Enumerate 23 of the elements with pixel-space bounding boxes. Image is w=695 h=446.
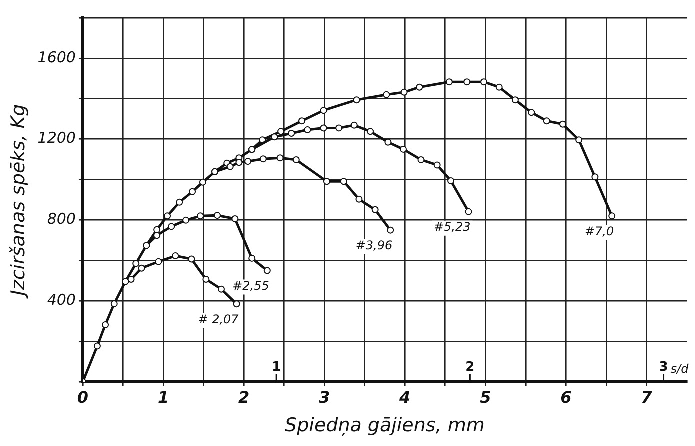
x2-tick-label: 3: [659, 360, 668, 375]
y-axis-title: Jzciršanas spēks, Kg: [7, 104, 30, 300]
x2-tick-label: 2: [466, 360, 475, 375]
x-tick-label: 2: [238, 388, 250, 407]
x-tick-label: 0: [77, 388, 89, 407]
y-tick-label: 400: [47, 291, 76, 309]
x-tick-label: 4: [398, 388, 411, 407]
series-label: # 2,07: [198, 312, 240, 326]
x-tick-label: 6: [560, 388, 572, 407]
series-label: #3,96: [356, 238, 393, 252]
x-tick-label: 5: [480, 388, 492, 407]
x-tick-label: 3: [319, 388, 330, 407]
x-tick-label: 1: [158, 388, 170, 407]
series-label: #7,0: [584, 224, 614, 238]
y-tick-label: 1200: [38, 129, 76, 148]
series-label: #2,55: [232, 278, 270, 293]
x2-axis-title: s/d: [670, 362, 690, 376]
y-tick-label: 1600: [38, 48, 76, 66]
series-label: #5,23: [434, 220, 471, 234]
x-axis-title: Spiedņa gājiens, mm: [285, 414, 485, 437]
x2-tick-label: 1: [272, 360, 282, 375]
x-tick-label: 7: [641, 388, 654, 407]
y-tick-label: 800: [47, 210, 76, 228]
